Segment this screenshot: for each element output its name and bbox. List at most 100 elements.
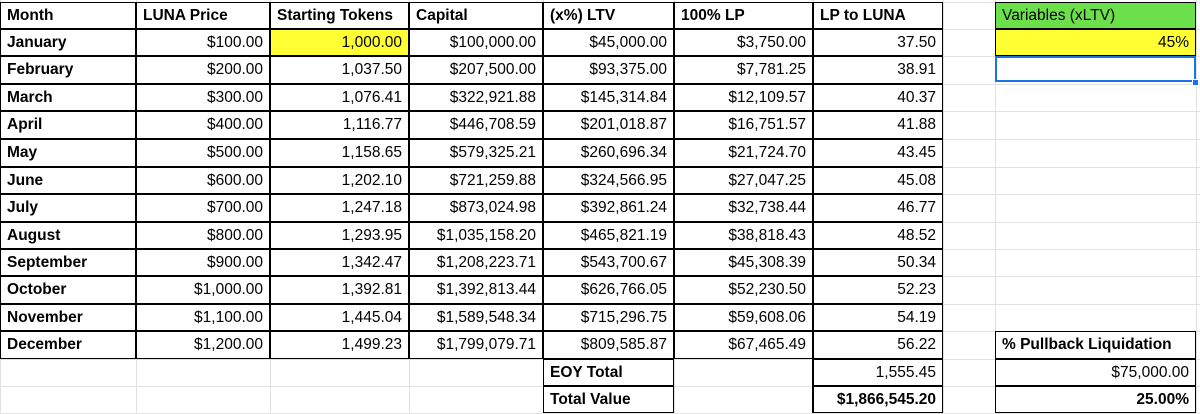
luna-price-cell[interactable]: $900.00 xyxy=(136,249,270,276)
header-starting-tokens[interactable]: Starting Tokens xyxy=(270,2,409,29)
lp-cell[interactable]: $32,738.44 xyxy=(674,194,813,222)
month-cell[interactable]: June xyxy=(0,167,136,194)
ltv-cell[interactable]: $626,766.05 xyxy=(543,276,674,304)
lp-to-luna-cell[interactable]: 46.77 xyxy=(813,194,943,222)
lp-to-luna-cell[interactable]: 54.19 xyxy=(813,304,943,331)
month-cell[interactable]: January xyxy=(0,29,136,56)
lp-cell[interactable]: $59,608.06 xyxy=(674,304,813,331)
header-capital[interactable]: Capital xyxy=(409,2,543,29)
capital-cell[interactable]: $579,325.21 xyxy=(409,139,543,167)
lp-cell[interactable]: $3,750.00 xyxy=(674,29,813,56)
capital-cell[interactable]: $322,921.88 xyxy=(409,84,543,111)
header-lp-to-luna[interactable]: LP to LUNA xyxy=(813,2,943,29)
starting-tokens-cell[interactable]: 1,445.04 xyxy=(270,304,409,331)
lp-cell[interactable]: $38,818.43 xyxy=(674,222,813,249)
header-ltv[interactable]: (x%) LTV xyxy=(543,2,674,29)
lp-to-luna-cell[interactable]: 40.37 xyxy=(813,84,943,111)
total-label-cell[interactable]: Total Value xyxy=(543,386,674,413)
month-cell[interactable]: May xyxy=(0,139,136,167)
lp-cell[interactable]: $16,751.57 xyxy=(674,111,813,139)
month-cell[interactable]: August xyxy=(0,222,136,249)
luna-price-cell[interactable]: $500.00 xyxy=(136,139,270,167)
starting-tokens-cell[interactable]: 1,000.00 xyxy=(270,29,409,56)
ltv-cell[interactable]: $145,314.84 xyxy=(543,84,674,111)
lp-to-luna-cell[interactable]: 41.88 xyxy=(813,111,943,139)
month-cell[interactable]: September xyxy=(0,249,136,276)
ltv-cell[interactable]: $715,296.75 xyxy=(543,304,674,331)
ltv-cell[interactable]: $93,375.00 xyxy=(543,56,674,84)
luna-price-cell[interactable]: $100.00 xyxy=(136,29,270,56)
ltv-cell[interactable]: $324,566.95 xyxy=(543,167,674,194)
luna-price-cell[interactable]: $300.00 xyxy=(136,84,270,111)
luna-price-cell[interactable]: $1,200.00 xyxy=(136,331,270,359)
starting-tokens-cell[interactable]: 1,342.47 xyxy=(270,249,409,276)
ltv-cell[interactable]: $543,700.67 xyxy=(543,249,674,276)
lp-cell[interactable]: $52,230.50 xyxy=(674,276,813,304)
starting-tokens-cell[interactable]: 1,293.95 xyxy=(270,222,409,249)
empty-cell[interactable] xyxy=(674,359,813,386)
lp-to-luna-cell[interactable]: 43.45 xyxy=(813,139,943,167)
capital-cell[interactable]: $1,035,158.20 xyxy=(409,222,543,249)
lp-to-luna-cell[interactable]: 50.34 xyxy=(813,249,943,276)
total-value-cell[interactable]: 1,555.45 xyxy=(813,359,943,386)
starting-tokens-cell[interactable]: 1,076.41 xyxy=(270,84,409,111)
pullback-header-cell[interactable]: % Pullback Liquidation xyxy=(995,331,1196,359)
lp-to-luna-cell[interactable]: 48.52 xyxy=(813,222,943,249)
header-luna-price[interactable]: LUNA Price xyxy=(136,2,270,29)
month-cell[interactable]: December xyxy=(0,331,136,359)
month-cell[interactable]: November xyxy=(0,304,136,331)
luna-price-cell[interactable]: $600.00 xyxy=(136,167,270,194)
lp-cell[interactable]: $27,047.25 xyxy=(674,167,813,194)
starting-tokens-cell[interactable]: 1,037.50 xyxy=(270,56,409,84)
starting-tokens-cell[interactable]: 1,499.23 xyxy=(270,331,409,359)
capital-cell[interactable]: $1,589,548.34 xyxy=(409,304,543,331)
ltv-cell[interactable]: $465,821.19 xyxy=(543,222,674,249)
lp-to-luna-cell[interactable]: 38.91 xyxy=(813,56,943,84)
pullback-amount-cell[interactable]: $75,000.00 xyxy=(995,359,1196,386)
luna-price-cell[interactable]: $400.00 xyxy=(136,111,270,139)
capital-cell[interactable]: $1,208,223.71 xyxy=(409,249,543,276)
lp-to-luna-cell[interactable]: 37.50 xyxy=(813,29,943,56)
luna-price-cell[interactable]: $1,100.00 xyxy=(136,304,270,331)
capital-cell[interactable]: $100,000.00 xyxy=(409,29,543,56)
variables-value-cell[interactable]: 45% xyxy=(995,29,1196,56)
capital-cell[interactable]: $1,392,813.44 xyxy=(409,276,543,304)
total-label-cell[interactable]: EOY Total xyxy=(543,359,674,386)
header-100-lp[interactable]: 100% LP xyxy=(674,2,813,29)
lp-cell[interactable]: $7,781.25 xyxy=(674,56,813,84)
fill-handle[interactable] xyxy=(1192,79,1199,86)
month-cell[interactable]: October xyxy=(0,276,136,304)
starting-tokens-cell[interactable]: 1,202.10 xyxy=(270,167,409,194)
capital-cell[interactable]: $446,708.59 xyxy=(409,111,543,139)
lp-to-luna-cell[interactable]: 52.23 xyxy=(813,276,943,304)
ltv-cell[interactable]: $392,861.24 xyxy=(543,194,674,222)
total-value-cell[interactable]: $1,866,545.20 xyxy=(813,386,943,413)
empty-cell[interactable] xyxy=(674,386,813,413)
starting-tokens-cell[interactable]: 1,116.77 xyxy=(270,111,409,139)
luna-price-cell[interactable]: $800.00 xyxy=(136,222,270,249)
luna-price-cell[interactable]: $700.00 xyxy=(136,194,270,222)
lp-cell[interactable]: $12,109.57 xyxy=(674,84,813,111)
ltv-cell[interactable]: $201,018.87 xyxy=(543,111,674,139)
lp-to-luna-cell[interactable]: 56.22 xyxy=(813,331,943,359)
starting-tokens-cell[interactable]: 1,392.81 xyxy=(270,276,409,304)
pullback-percent-cell[interactable]: 25.00% xyxy=(995,386,1196,413)
month-cell[interactable]: April xyxy=(0,111,136,139)
month-cell[interactable]: February xyxy=(0,56,136,84)
ltv-cell[interactable]: $260,696.34 xyxy=(543,139,674,167)
luna-price-cell[interactable]: $1,000.00 xyxy=(136,276,270,304)
variables-header-cell[interactable]: Variables (xLTV) xyxy=(995,2,1196,29)
capital-cell[interactable]: $1,799,079.71 xyxy=(409,331,543,359)
lp-cell[interactable]: $67,465.49 xyxy=(674,331,813,359)
header-month[interactable]: Month xyxy=(0,2,136,29)
lp-cell[interactable]: $21,724.70 xyxy=(674,139,813,167)
month-cell[interactable]: March xyxy=(0,84,136,111)
capital-cell[interactable]: $873,024.98 xyxy=(409,194,543,222)
starting-tokens-cell[interactable]: 1,158.65 xyxy=(270,139,409,167)
starting-tokens-cell[interactable]: 1,247.18 xyxy=(270,194,409,222)
lp-cell[interactable]: $45,308.39 xyxy=(674,249,813,276)
capital-cell[interactable]: $721,259.88 xyxy=(409,167,543,194)
luna-price-cell[interactable]: $200.00 xyxy=(136,56,270,84)
lp-to-luna-cell[interactable]: 45.08 xyxy=(813,167,943,194)
